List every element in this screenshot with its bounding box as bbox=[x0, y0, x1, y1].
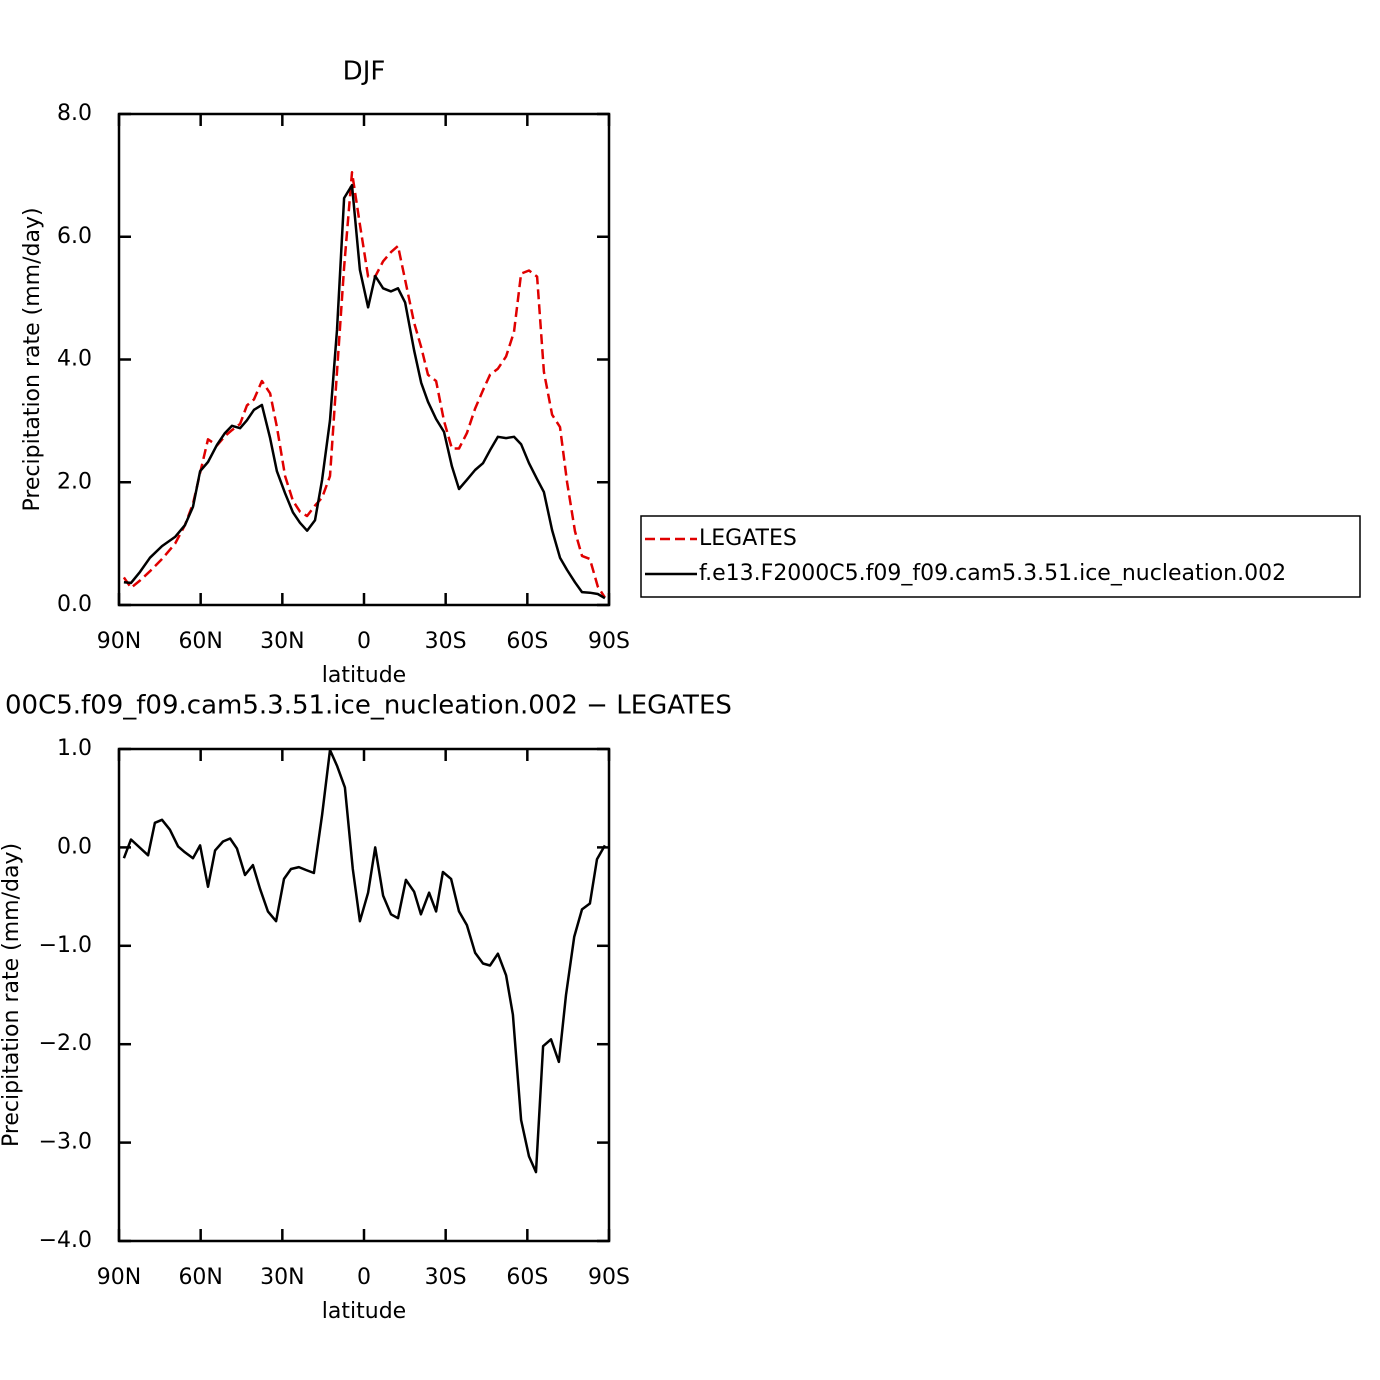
y-tick-label: −2.0 bbox=[39, 1031, 92, 1056]
legend-box bbox=[640, 515, 1361, 598]
data-line bbox=[122, 748, 606, 1174]
x-tick-label: 90S bbox=[588, 1265, 630, 1290]
x-tick-label: 90N bbox=[97, 1265, 141, 1290]
y-tick-label: 8.0 bbox=[57, 101, 92, 126]
legend: LEGATES f.e13.F2000C5.f09_f09.cam5.3.51.i… bbox=[640, 515, 1361, 598]
x-tick-label: 60S bbox=[506, 629, 548, 654]
y-tick-label: −4.0 bbox=[39, 1228, 92, 1253]
x-tick-label: 90S bbox=[588, 629, 630, 654]
x-tick-label: 60S bbox=[506, 1265, 548, 1290]
x-axis-label: latitude bbox=[322, 1299, 406, 1324]
y-tick-label: 6.0 bbox=[57, 224, 92, 249]
y-tick-label: −3.0 bbox=[39, 1130, 92, 1155]
x-axis-label: latitude bbox=[322, 663, 406, 688]
chart-panel: 00C5.f09_f09.cam5.3.51.ice_nucleation.00… bbox=[0, 691, 732, 1325]
chart-title: 00C5.f09_f09.cam5.3.51.ice_nucleation.00… bbox=[5, 691, 732, 721]
data-line bbox=[123, 183, 606, 600]
y-tick-label: 0.0 bbox=[57, 834, 92, 859]
y-tick-label: 4.0 bbox=[57, 347, 92, 372]
chart-title: DJF bbox=[343, 57, 386, 87]
data-line bbox=[122, 171, 606, 599]
x-tick-label: 30S bbox=[425, 1265, 467, 1290]
plot-frame bbox=[117, 112, 611, 607]
y-tick-label: 0.0 bbox=[57, 592, 92, 617]
x-tick-label: 30N bbox=[260, 1265, 304, 1290]
y-tick-label: 2.0 bbox=[57, 469, 92, 494]
y-axis-label: Precipitation rate (mm/day) bbox=[0, 843, 24, 1147]
y-tick-label: −1.0 bbox=[39, 933, 92, 958]
x-tick-label: 30S bbox=[425, 629, 467, 654]
x-tick-label: 90N bbox=[97, 629, 141, 654]
x-tick-label: 0 bbox=[357, 629, 371, 654]
y-axis-label: Precipitation rate (mm/day) bbox=[20, 207, 45, 511]
chart-panel: DJF latitude Precipitation rate (mm/day) 90… bbox=[20, 57, 630, 689]
x-tick-label: 60N bbox=[178, 629, 222, 654]
legend-label: LEGATES bbox=[699, 526, 797, 551]
legend-label: f.e13.F2000C5.f09_f09.cam5.3.51.ice_nucl… bbox=[699, 561, 1286, 586]
x-tick-label: 0 bbox=[357, 1265, 371, 1290]
x-tick-label: 60N bbox=[178, 1265, 222, 1290]
x-tick-label: 30N bbox=[260, 629, 304, 654]
y-tick-label: 1.0 bbox=[57, 736, 92, 761]
